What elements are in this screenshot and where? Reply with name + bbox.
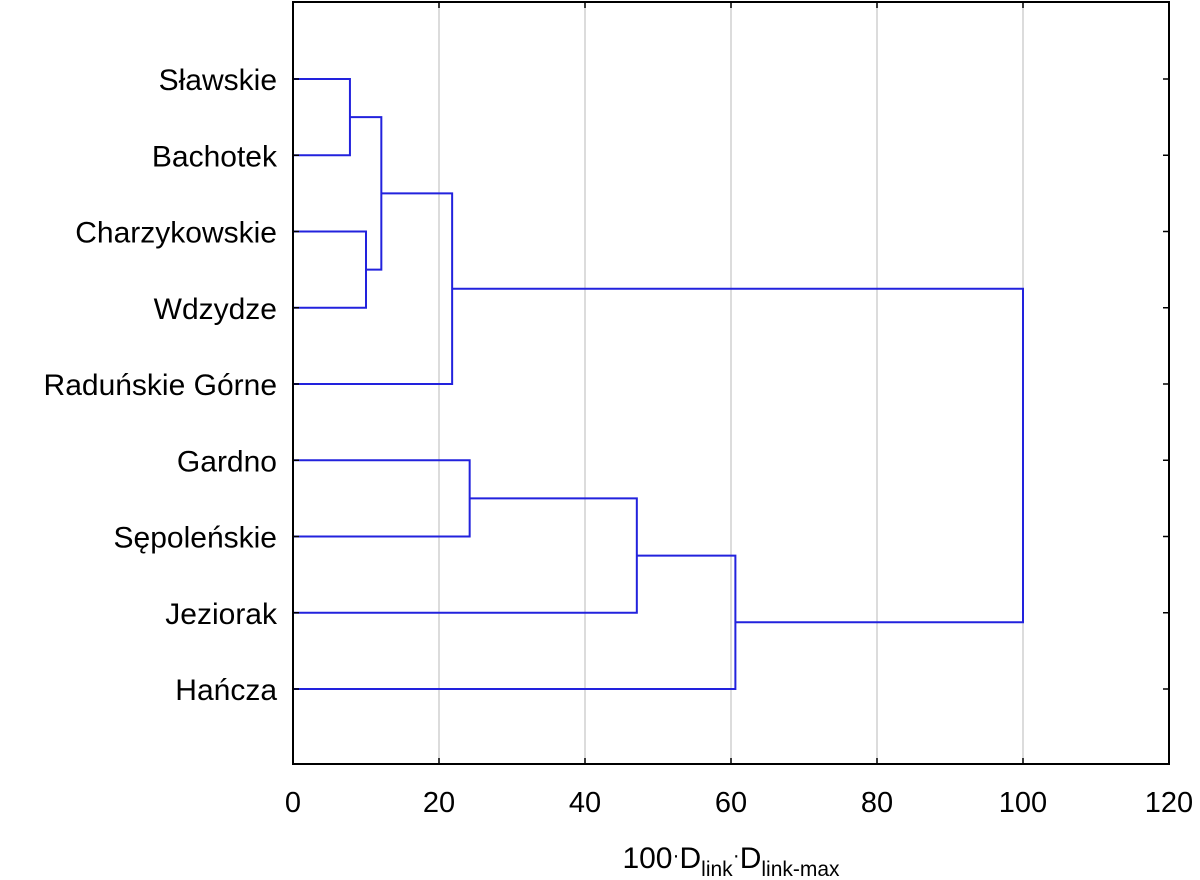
x-tick-label-40: 40 <box>569 787 601 819</box>
leaf-label-wdzydze: Wdzydze <box>154 293 277 326</box>
leaf-label-radunskie-gorne: Raduńskie Górne <box>44 369 277 402</box>
link-merge-2 <box>293 230 367 309</box>
link-merge-4 <box>293 192 454 385</box>
link-merge-5 <box>293 459 471 538</box>
link-merge-root <box>452 287 1024 624</box>
x-tick-label-120: 120 <box>1145 787 1193 819</box>
dendrogram-links <box>293 78 1024 690</box>
link-merge-1 <box>293 78 351 157</box>
grid-lines <box>438 2 1024 764</box>
x-tick-labels: 0 20 40 60 80 100 120 <box>285 787 1193 819</box>
x-axis-title: 100·Dlink·Dlink-max <box>622 842 840 880</box>
x-tick-label-60: 60 <box>715 787 747 819</box>
leaf-label-sepolenskie: Sępoleńskie <box>114 522 277 555</box>
axis-ticks <box>292 2 1170 764</box>
x-tick-label-80: 80 <box>861 787 893 819</box>
leaf-label-charzykowskie: Charzykowskie <box>75 217 277 250</box>
leaf-label-gardno: Gardno <box>177 445 277 478</box>
x-tick-label-0: 0 <box>285 787 301 819</box>
leaf-label-hancza: Hańcza <box>175 674 277 707</box>
x-tick-label-20: 20 <box>423 787 455 819</box>
x-tick-label-100: 100 <box>999 787 1047 819</box>
leaf-label-bachotek: Bachotek <box>152 140 278 173</box>
leaf-label-slawskie: Sławskie <box>159 64 277 97</box>
link-merge-7 <box>293 554 737 690</box>
leaf-labels: Sławskie Bachotek Charzykowskie Wdzydze Radu… <box>44 64 278 707</box>
leaf-label-jeziorak: Jeziorak <box>165 598 278 631</box>
